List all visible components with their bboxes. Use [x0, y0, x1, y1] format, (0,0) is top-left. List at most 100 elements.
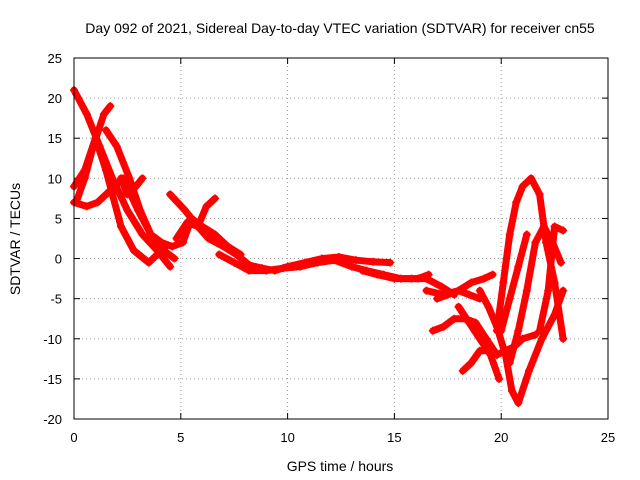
data-point: [450, 314, 459, 323]
data-point: [351, 256, 360, 265]
data-point: [210, 194, 219, 203]
data-point: [559, 226, 568, 235]
data-point: [550, 222, 559, 231]
data-point: [475, 334, 484, 343]
y-tick-label: -5: [50, 292, 62, 307]
data-point: [458, 366, 467, 375]
data-point: [183, 218, 192, 227]
data-point: [168, 242, 177, 251]
series-sat-s: [536, 223, 567, 335]
data-point: [347, 262, 356, 271]
data-point: [136, 206, 145, 215]
data-point: [313, 258, 322, 267]
y-tick-label: 0: [55, 252, 62, 267]
data-point: [112, 142, 121, 151]
data-point: [505, 358, 514, 367]
data-point: [433, 294, 442, 303]
x-tick-label: 5: [177, 430, 184, 445]
chart-title: Day 092 of 2021, Sidereal Day-to-day VTE…: [85, 20, 595, 36]
x-tick-label: 15: [387, 430, 401, 445]
data-point: [539, 222, 548, 231]
data-point: [369, 257, 378, 266]
y-tick-label: 10: [48, 171, 62, 186]
data-point: [497, 326, 506, 335]
data-point: [125, 174, 134, 183]
data-point: [422, 286, 431, 295]
data-point: [514, 398, 523, 407]
data-point: [181, 206, 190, 215]
data-point: [146, 230, 155, 239]
data-point: [123, 190, 132, 199]
y-tick-label: -20: [43, 412, 62, 427]
data-point: [559, 286, 568, 295]
data-point: [524, 366, 533, 375]
y-tick-label: -10: [43, 332, 62, 347]
x-tick-label: 0: [70, 430, 77, 445]
y-tick-label: 15: [48, 131, 62, 146]
data-point: [428, 326, 437, 335]
series-sat-f: [117, 174, 146, 198]
data-point: [262, 266, 271, 275]
data-point: [531, 238, 540, 247]
data-point: [422, 274, 431, 283]
data-point: [232, 250, 241, 259]
data-point: [373, 270, 382, 279]
data-point: [465, 318, 474, 327]
y-axis-label: SDTVAR / TECUs: [7, 183, 23, 295]
data-point: [527, 174, 536, 183]
data-point: [514, 326, 523, 335]
data-point: [138, 230, 147, 239]
data-point: [245, 266, 254, 275]
data-point: [131, 182, 140, 191]
data-point: [537, 334, 546, 343]
x-tick-label: 10: [280, 430, 294, 445]
data-point: [159, 246, 168, 255]
data-point: [106, 102, 115, 111]
data-point: [475, 346, 484, 355]
data-point: [544, 286, 553, 295]
data-point: [116, 174, 125, 183]
data-point: [514, 262, 523, 271]
data-point: [465, 290, 474, 299]
data-point: [106, 186, 115, 195]
y-tick-label: 5: [55, 211, 62, 226]
data-point: [144, 258, 153, 267]
data-point: [505, 294, 514, 303]
data-point: [518, 182, 527, 191]
data-point: [501, 350, 510, 359]
x-tick-label: 25: [601, 430, 615, 445]
data-point: [467, 358, 476, 367]
data-point: [166, 262, 175, 271]
y-tick-label: 20: [48, 91, 62, 106]
y-tick-label: -15: [43, 372, 62, 387]
data-point: [488, 270, 497, 279]
plot-frame: [73, 57, 609, 420]
data-point: [480, 274, 489, 283]
y-tick-label: 25: [48, 51, 62, 66]
data-point: [99, 110, 108, 119]
data-point: [358, 266, 367, 275]
data-point: [386, 258, 395, 267]
data-point: [557, 258, 566, 267]
series-sat-a: [70, 86, 174, 271]
data-point: [102, 166, 111, 175]
data-point: [204, 234, 213, 243]
data-point: [518, 334, 527, 343]
data-point: [407, 274, 416, 283]
data-point: [454, 302, 463, 311]
data-point: [492, 350, 501, 359]
data-point: [507, 386, 516, 395]
data-point: [535, 326, 544, 335]
data-point: [138, 174, 147, 183]
data-point: [531, 330, 540, 339]
data-point: [443, 290, 452, 299]
axis-ticks: 0 5 10 15 20 25 -20 -15 -10 -5 0 5 10 15 20 25: [43, 51, 615, 445]
data-point: [166, 190, 175, 199]
data-point: [522, 230, 531, 239]
data-point: [193, 222, 202, 231]
data-point: [535, 190, 544, 199]
data-point: [178, 238, 187, 247]
data-point: [522, 286, 531, 295]
data-point: [296, 262, 305, 271]
data-point: [484, 346, 493, 355]
